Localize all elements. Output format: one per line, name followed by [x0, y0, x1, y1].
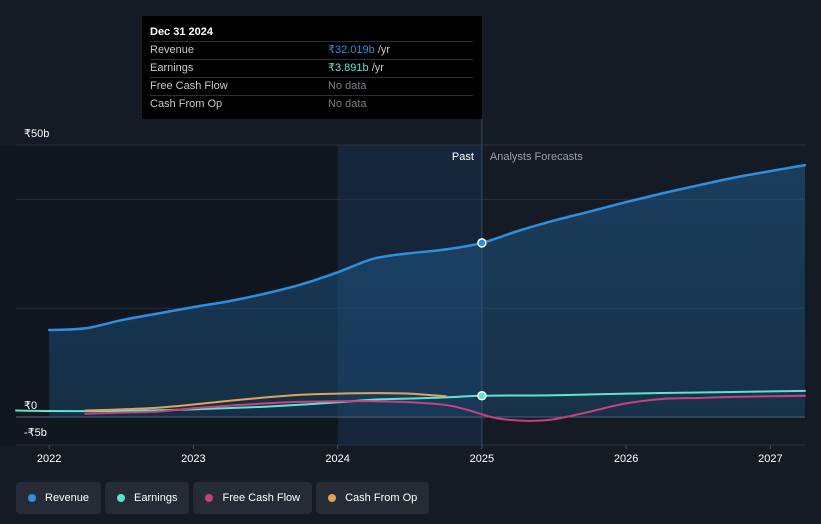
legend-label: Free Cash Flow	[222, 492, 301, 504]
free-cash-flow-line	[84, 394, 806, 422]
x-tick-label: 2027	[758, 453, 782, 465]
tooltip-value-text: ₹3.891b	[328, 62, 369, 74]
past-label: Past	[452, 151, 474, 163]
tooltip-value-text: No data	[328, 98, 367, 110]
tooltip-unit: /yr	[368, 62, 384, 74]
tooltip-value: No data	[328, 78, 367, 95]
tooltip-value: ₹32.019b /yr	[328, 42, 390, 59]
legend-item-cash-from-op[interactable]: Cash From Op	[316, 482, 430, 514]
tooltip-value-text: ₹32.019b	[328, 44, 375, 56]
legend-item-revenue[interactable]: Revenue	[16, 482, 102, 514]
tooltip-row-earnings: Earnings ₹3.891b /yr	[150, 59, 473, 77]
tooltip-row-free-cash-flow: Free Cash Flow No data	[150, 77, 473, 95]
tooltip-value: No data	[328, 96, 367, 113]
chart-legend: Revenue Earnings Free Cash Flow Cash Fro…	[16, 482, 430, 514]
data-tooltip: Dec 31 2024 Revenue ₹32.019b /yr Earning…	[142, 16, 482, 119]
legend-dot-icon	[205, 494, 214, 502]
x-tick-label: 2025	[470, 453, 494, 465]
earnings-line	[15, 389, 806, 413]
financial-chart: ₹50b ₹0 -₹5b 2022 2023 2024 2025 2026 2027 Past An…	[15, 118, 807, 465]
cash-from-op-line	[84, 392, 447, 412]
legend-dot-icon	[117, 494, 126, 502]
legend-dot-icon	[28, 494, 36, 502]
tooltip-row-cash-from-op: Cash From Op No data	[150, 95, 473, 113]
earnings-marker	[477, 391, 487, 401]
tooltip-row-revenue: Revenue ₹32.019b /yr	[150, 41, 473, 59]
tooltip-value-text: No data	[328, 80, 367, 92]
tooltip-value: ₹3.891b /yr	[328, 60, 384, 77]
tooltip-label: Free Cash Flow	[150, 80, 228, 92]
tooltip-date: Dec 31 2024	[150, 26, 213, 38]
legend-label: Cash From Op	[345, 492, 418, 504]
legend-dot-icon	[328, 494, 337, 502]
x-tick-label: 2024	[325, 453, 349, 465]
revenue-area	[49, 165, 805, 417]
y-tick-label: ₹50b	[24, 128, 49, 140]
forecast-label: Analysts Forecasts	[490, 151, 583, 163]
legend-item-earnings[interactable]: Earnings	[105, 482, 190, 514]
tooltip-label: Earnings	[150, 62, 194, 74]
x-tick-label: 2022	[37, 453, 61, 465]
legend-item-free-cash-flow[interactable]: Free Cash Flow	[193, 482, 313, 514]
legend-label: Revenue	[45, 492, 90, 504]
tooltip-label: Cash From Op	[150, 98, 223, 110]
revenue-marker	[477, 238, 487, 248]
y-tick-label: -₹5b	[24, 427, 47, 439]
x-tick-label: 2026	[614, 453, 638, 465]
tooltip-label: Revenue	[150, 44, 195, 56]
x-tick-label: 2023	[181, 453, 205, 465]
y-tick-label: ₹0	[24, 400, 37, 412]
legend-label: Earnings	[134, 492, 178, 504]
revenue-line	[47, 163, 807, 332]
tooltip-unit: /yr	[374, 44, 391, 56]
